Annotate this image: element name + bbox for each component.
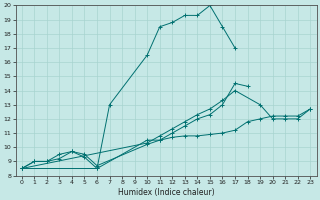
X-axis label: Humidex (Indice chaleur): Humidex (Indice chaleur): [118, 188, 214, 197]
